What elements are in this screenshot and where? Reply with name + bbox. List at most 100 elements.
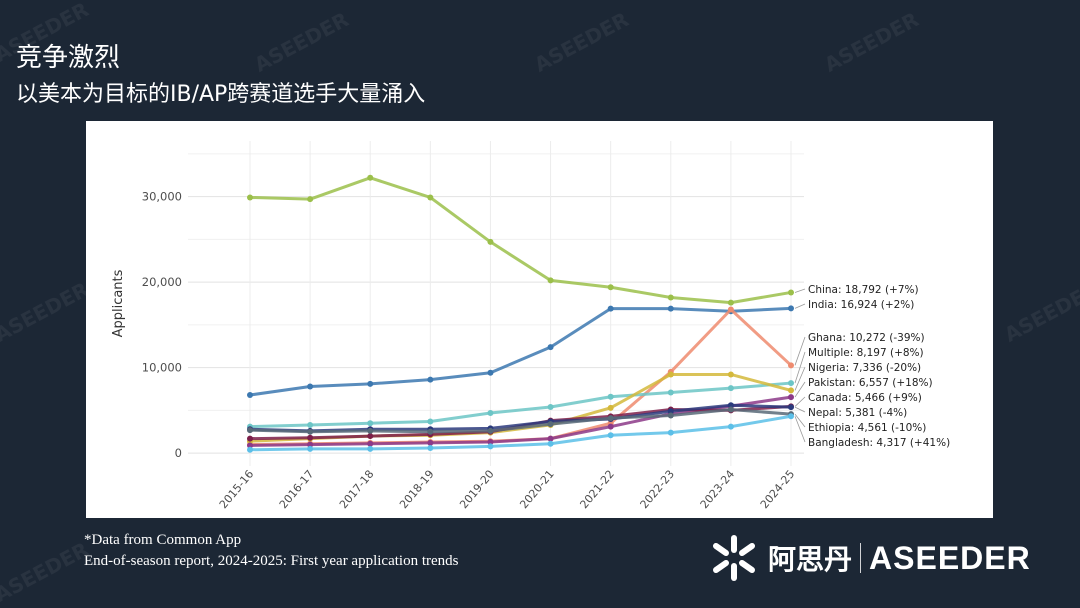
data-point-china bbox=[607, 284, 614, 291]
data-point-bangladesh bbox=[547, 440, 554, 447]
data-point-pakistan bbox=[547, 435, 554, 442]
data-point-china bbox=[427, 194, 434, 201]
x-tick-label: 2021-22 bbox=[577, 468, 617, 512]
series-label-china: China: 18,792 (+7%) bbox=[808, 284, 919, 296]
data-point-nepal bbox=[727, 402, 734, 409]
series-label-nigeria: Nigeria: 7,336 (-20%) bbox=[808, 362, 921, 374]
data-point-india bbox=[487, 369, 494, 376]
applicants-line-chart: 0 10,000 20,000 30,000 2015-16 2016-17 2017-18… bbox=[111, 141, 950, 512]
slide-title: 竞争激烈 bbox=[16, 43, 121, 73]
data-point-china bbox=[247, 194, 253, 201]
leader-line-bangladesh bbox=[794, 416, 806, 443]
x-tick-label: 2018-19 bbox=[397, 468, 437, 512]
data-point-india bbox=[667, 305, 674, 312]
asterisk-burst-icon bbox=[713, 535, 755, 581]
data-point-multiple bbox=[667, 389, 674, 396]
axis-layer: 0 10,000 20,000 30,000 2015-16 2016-17 2017-18… bbox=[111, 190, 797, 512]
data-point-pakistan bbox=[367, 440, 374, 447]
data-point-bangladesh bbox=[607, 432, 614, 439]
series-label-india: India: 16,924 (+2%) bbox=[808, 299, 914, 311]
data-point-china bbox=[788, 289, 794, 296]
x-tick-label: 2020-21 bbox=[517, 468, 557, 512]
data-point-bangladesh bbox=[427, 445, 434, 452]
x-tick-label: 2017-18 bbox=[337, 468, 377, 512]
watermark: ASEEDER bbox=[0, 277, 93, 347]
series-line-china bbox=[249, 176, 792, 305]
data-point-china bbox=[667, 294, 674, 301]
data-point-multiple bbox=[427, 418, 434, 425]
series-line-multiple bbox=[249, 381, 792, 429]
x-tick-label: 2019-20 bbox=[457, 468, 497, 512]
data-point-pakistan bbox=[247, 442, 253, 449]
series-label-layer: China: 18,792 (+7%) India: 16,924 (+2%) Gh… bbox=[794, 284, 950, 449]
series-label-multiple: Multiple: 8,197 (+8%) bbox=[808, 347, 924, 359]
data-point-pakistan bbox=[307, 441, 314, 448]
data-point-ghana bbox=[788, 362, 794, 369]
brand-logo: 阿思丹 ASEEDER bbox=[710, 532, 1031, 584]
series-label-canada: Canada: 5,466 (+9%) bbox=[808, 392, 922, 404]
leader-line-ghana bbox=[794, 336, 806, 366]
watermark: ASEEDER bbox=[820, 7, 923, 77]
data-point-canada bbox=[307, 434, 314, 441]
leader-line-nepal bbox=[794, 406, 806, 413]
data-point-bangladesh bbox=[727, 423, 734, 430]
x-tick-label: 2022-23 bbox=[638, 468, 678, 512]
watermark: ASEEDER bbox=[250, 7, 353, 77]
data-point-multiple bbox=[607, 393, 614, 400]
data-point-bangladesh bbox=[307, 445, 314, 452]
data-point-china bbox=[547, 277, 554, 284]
data-point-bangladesh bbox=[667, 429, 674, 436]
data-point-india bbox=[788, 305, 794, 312]
data-point-multiple bbox=[547, 403, 554, 410]
data-point-ethiopia bbox=[487, 427, 494, 434]
footnote-report: End-of-season report, 2024-2025: First y… bbox=[84, 553, 459, 569]
data-point-canada bbox=[367, 433, 374, 440]
x-tick-label: 2024-25 bbox=[758, 468, 798, 512]
series-line-india bbox=[249, 306, 792, 397]
brand-name-cn: 阿思丹 bbox=[768, 543, 853, 576]
data-point-multiple bbox=[788, 380, 794, 387]
x-tick-label: 2023-24 bbox=[698, 468, 738, 512]
series-label-nepal: Nepal: 5,381 (-4%) bbox=[808, 407, 907, 419]
data-point-ethiopia bbox=[667, 412, 674, 419]
data-point-india bbox=[607, 305, 614, 312]
data-point-india bbox=[247, 392, 253, 399]
data-point-pakistan bbox=[427, 439, 434, 446]
data-point-pakistan bbox=[487, 439, 494, 446]
data-point-ethiopia bbox=[247, 427, 253, 434]
data-point-nigeria bbox=[667, 371, 674, 378]
data-point-ethiopia bbox=[307, 428, 314, 435]
data-point-canada bbox=[247, 435, 253, 442]
y-tick-label: 20,000 bbox=[142, 275, 182, 289]
leader-line-pakistan bbox=[794, 381, 806, 398]
data-point-multiple bbox=[307, 421, 314, 428]
series-line-ethiopia bbox=[249, 408, 792, 434]
data-point-ethiopia bbox=[367, 427, 374, 434]
brand-name-en: ASEEDER bbox=[869, 539, 1031, 576]
leader-line-canada bbox=[794, 396, 806, 407]
y-tick-label: 10,000 bbox=[142, 361, 182, 375]
data-point-china bbox=[487, 238, 494, 245]
data-point-ethiopia bbox=[727, 406, 734, 413]
data-point-nepal bbox=[667, 408, 674, 415]
data-point-ethiopia bbox=[607, 415, 614, 422]
data-point-nepal bbox=[788, 404, 794, 411]
data-point-india bbox=[547, 344, 554, 351]
footnote-source: *Data from Common App bbox=[84, 532, 242, 548]
chart-panel: 0 10,000 20,000 30,000 2015-16 2016-17 2017-18… bbox=[86, 121, 993, 518]
watermark: ASEEDER bbox=[0, 537, 93, 607]
leader-line-ethiopia bbox=[794, 413, 806, 428]
data-point-nigeria bbox=[607, 404, 614, 411]
data-point-nigeria bbox=[727, 371, 734, 378]
series-label-ghana: Ghana: 10,272 (-39%) bbox=[808, 332, 925, 344]
leader-line-nigeria bbox=[794, 366, 806, 391]
leader-line-multiple bbox=[794, 351, 806, 384]
series-label-pakistan: Pakistan: 6,557 (+18%) bbox=[808, 377, 933, 389]
data-point-pakistan bbox=[788, 394, 794, 401]
data-point-multiple bbox=[487, 409, 494, 416]
data-point-bangladesh bbox=[247, 446, 253, 453]
watermark: ASEEDER bbox=[530, 7, 633, 77]
y-axis-title: Applicants bbox=[111, 269, 126, 337]
x-tick-label: 2015-16 bbox=[217, 468, 257, 512]
data-point-china bbox=[367, 174, 374, 181]
